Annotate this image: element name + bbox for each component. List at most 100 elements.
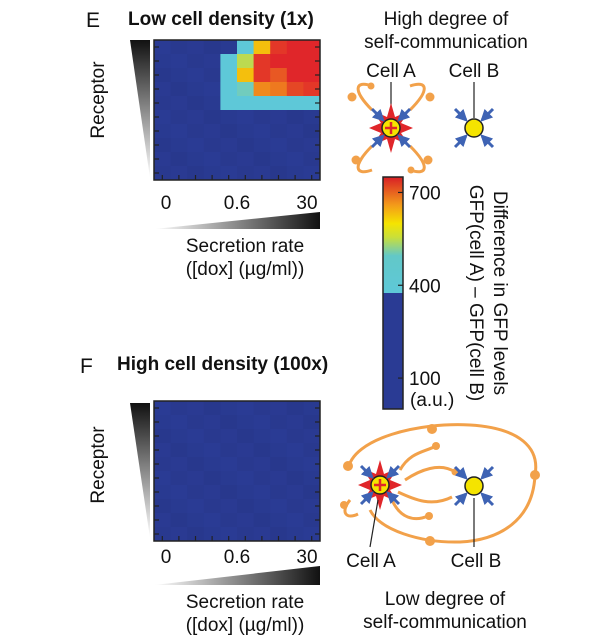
panel-f-secretion-wedge <box>154 566 320 585</box>
panel-f-cell-a-leader <box>369 499 379 548</box>
panel-e-heatmap-cell <box>303 166 321 181</box>
panel-e-heatmap-cell <box>170 124 188 139</box>
panel-e-y-axis-label: Receptor <box>88 61 109 139</box>
panel-e-secretion-wedge <box>154 212 320 229</box>
panel-f-heatmap-cell <box>253 443 271 458</box>
panel-e-heatmap-cell <box>303 152 321 167</box>
panel-f-heatmap-cell <box>187 513 205 528</box>
panel-f-receptor-wedge <box>130 403 150 538</box>
panel-e-heatmap-cell <box>270 82 288 97</box>
panel-e-heatmap-cell <box>286 124 304 139</box>
panel-f-heatmap-cell <box>270 457 288 472</box>
panel-f-heatmap-cell <box>237 499 254 514</box>
panel-f-heatmap-cell <box>270 485 288 500</box>
panel-f-heatmap-cell <box>253 485 271 500</box>
panel-f-heatmap-cell <box>303 527 321 542</box>
panel-f-heatmap-cell <box>187 457 205 472</box>
panel-f-heatmap-cell <box>154 443 171 458</box>
panel-e-heatmap-cell <box>220 152 238 167</box>
panel-e-heatmap-cell <box>220 82 238 97</box>
panel-e-heatmap-frame <box>153 39 321 181</box>
panel-e-receptor-wedge <box>130 40 150 178</box>
panel-f-heatmap-cell <box>154 429 171 444</box>
panel-f-cell-b-label: Cell B <box>451 551 502 572</box>
panel-e-heatmap-cell <box>220 138 238 153</box>
panel-f-heatmap-cell <box>286 443 304 458</box>
panel-f-heatmap-cell <box>187 485 205 500</box>
panel-f-cell-a <box>358 460 402 510</box>
panel-f-heatmap-cell <box>303 457 321 472</box>
panel-e-heatmap-cell <box>237 54 254 69</box>
panel-e-heatmap-cell <box>286 166 304 181</box>
panel-f-heatmap-cell <box>203 443 221 458</box>
panel-e-heatmap-cell <box>253 166 271 181</box>
panel-f-heatmap-cell <box>203 499 221 514</box>
panel-e-heatmap-cell <box>220 124 238 139</box>
panel-e-heatmap-cell <box>253 96 271 111</box>
panel-e-heatmap-cell <box>154 68 171 83</box>
panel-e-heatmap-cell <box>187 138 205 153</box>
panel-f-heatmap-ticks <box>154 407 320 541</box>
panel-e-heatmap-cell <box>170 152 188 167</box>
panel-e-heatmap-cell <box>220 96 238 111</box>
panel-e-heatmap-cell <box>253 110 271 125</box>
panel-e-heatmap-cell <box>303 82 321 97</box>
panel-f-heatmap-cell <box>170 443 188 458</box>
panel-e-heatmap-cell <box>237 40 254 55</box>
panel-e-heatmap-cell <box>270 40 288 55</box>
panel-f-heatmap-cell <box>154 457 171 472</box>
panel-e-heatmap-cell <box>237 152 254 167</box>
panel-e-heatmap-cell <box>270 152 288 167</box>
panel-e-heatmap-cell <box>203 96 221 111</box>
panel-e-heatmap-cell <box>237 138 254 153</box>
panel-e-heatmap-cell <box>303 96 321 111</box>
panel-f: F High cell density (100x) Receptor 0 0.… <box>80 354 540 636</box>
panel-e-heatmap <box>154 40 321 181</box>
panel-f-heatmap-cell <box>286 401 304 416</box>
panel-e-heatmap-cell <box>154 82 171 97</box>
panel-e-caption-line2: self-communication <box>364 32 528 53</box>
colorbar-gradient <box>382 176 404 410</box>
panel-e-heatmap-cell <box>253 124 271 139</box>
panel-f-heatmap-cell <box>270 415 288 430</box>
panel-e-heatmap-cell <box>203 166 221 181</box>
panel-f-heatmap-cell <box>203 485 221 500</box>
panel-f-heatmap-cell <box>170 457 188 472</box>
panel-f-x-label-line1: Secretion rate <box>186 592 304 613</box>
panel-e-heatmap-cell <box>170 68 188 83</box>
panel-e-heatmap-cell <box>286 96 304 111</box>
panel-f-heatmap-cell <box>170 415 188 430</box>
colorbar-units: (a.u.) <box>410 390 454 411</box>
panel-f-heatmap-cell <box>203 513 221 528</box>
panel-e-heatmap-cell <box>220 68 238 83</box>
panel-e-cell-a <box>369 103 413 153</box>
panel-f-heatmap-cell <box>286 499 304 514</box>
panel-f-heatmap-cell <box>154 513 171 528</box>
panel-e-heatmap-cell <box>270 68 288 83</box>
panel-e-letter: E <box>86 9 100 32</box>
panel-f-x-tick-1: 0.6 <box>224 547 250 568</box>
panel-f-heatmap-cell <box>303 471 321 486</box>
panel-f-heatmap-cell <box>187 401 205 416</box>
panel-f-x-label-line2: ([dox] (µg/ml)) <box>186 615 305 636</box>
panel-f-heatmap-cell <box>303 513 321 528</box>
panel-f-heatmap-cell <box>154 527 171 542</box>
panel-f-title: High cell density (100x) <box>117 354 328 375</box>
panel-f-heatmap-cell <box>203 401 221 416</box>
panel-e-heatmap-cell <box>303 138 321 153</box>
panel-f-signal-molecules <box>340 424 540 546</box>
panel-f-heatmap-cell <box>170 499 188 514</box>
panel-f-heatmap-cell <box>270 401 288 416</box>
panel-e-heatmap-cell <box>203 124 221 139</box>
panel-e-heatmap-cell <box>237 166 254 181</box>
panel-f-heatmap-cell <box>237 513 254 528</box>
colorbar-tick-label: 700 <box>409 183 441 204</box>
panel-e-heatmap-cell <box>270 138 288 153</box>
panel-e-heatmap-cell <box>253 54 271 69</box>
panel-f-heatmap-cell <box>187 471 205 486</box>
panel-f-heatmap-cell <box>220 499 238 514</box>
panel-f-heatmap <box>154 401 321 542</box>
panel-f-caption-line2: self-communication <box>363 612 527 633</box>
panel-e-heatmap-cell <box>170 138 188 153</box>
